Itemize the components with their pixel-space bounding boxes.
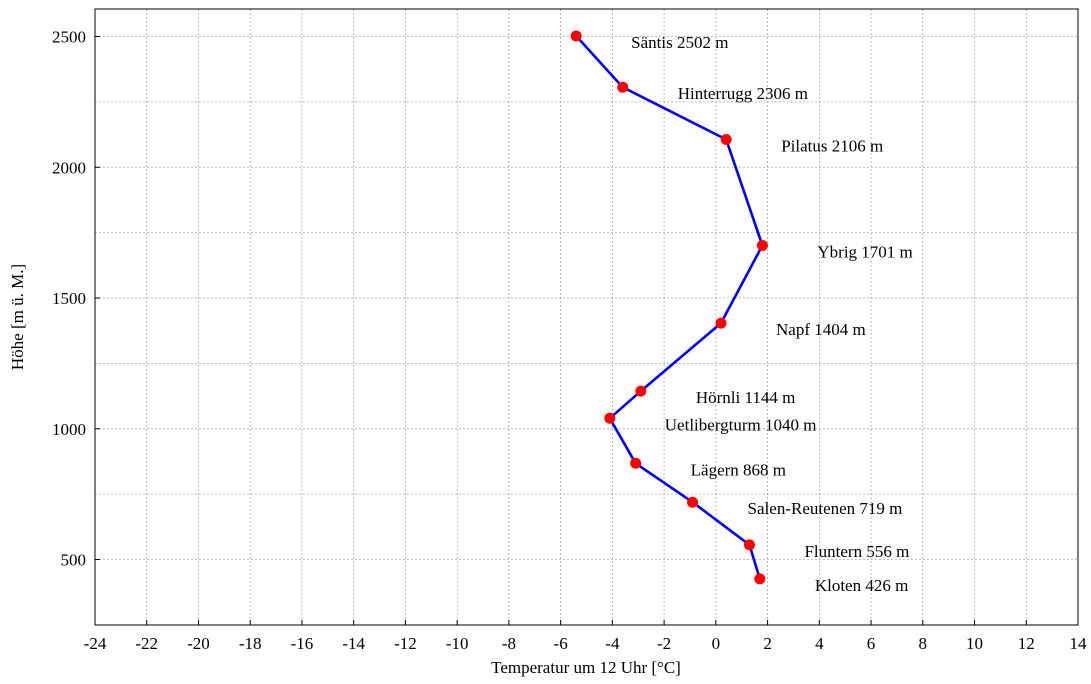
data-point	[617, 81, 629, 93]
data-point	[756, 239, 768, 251]
x-tick-label: 0	[712, 634, 721, 653]
x-tick-label: 8	[919, 634, 928, 653]
axis-ticks: -24 -22 -20 -18 -16 -14 -12 -10 -8 -6 -4 -2 0 2 4 6 8 10 1…	[52, 28, 1087, 654]
station-label: Pilatus 2106 m	[781, 137, 883, 156]
x-tick-label: 12	[1018, 634, 1035, 653]
station-label: Säntis 2502 m	[631, 33, 728, 52]
station-label: Ybrig 1701 m	[817, 242, 912, 261]
x-tick-label: -14	[342, 634, 365, 653]
data-point	[754, 573, 766, 585]
station-label: Salen-Reutenen 719 m	[748, 499, 903, 518]
data-point	[715, 317, 727, 329]
data-point	[630, 457, 642, 469]
data-point	[635, 385, 647, 397]
series-line	[575, 35, 764, 580]
x-tick-label: -24	[84, 634, 107, 653]
station-label: Uetlibergturm 1040 m	[665, 415, 817, 434]
y-tick-label: 500	[61, 551, 87, 570]
station-labels: Säntis 2502 m Hinterrugg 2306 m Pilatus 21…	[631, 33, 913, 595]
plot-frame	[94, 8, 1079, 626]
x-tick-label: 14	[1070, 634, 1088, 653]
x-tick-label: 6	[867, 634, 876, 653]
data-point	[604, 412, 616, 424]
x-tick-label: -16	[291, 634, 314, 653]
y-tick-label: 2500	[52, 28, 86, 47]
y-axis-label: Höhe [m ü. M.]	[8, 264, 27, 370]
station-label: Lägern 868 m	[691, 460, 786, 479]
y-tick-label: 2000	[52, 158, 86, 177]
x-tick-label: -12	[394, 634, 417, 653]
x-tick-label: -6	[554, 634, 568, 653]
x-tick-label: -8	[502, 634, 516, 653]
data-point	[743, 539, 755, 551]
x-tick-label: -2	[657, 634, 671, 653]
x-tick-label: 10	[966, 634, 983, 653]
x-axis-label: Temperatur um 12 Uhr [°C]	[491, 658, 681, 677]
data-point	[687, 496, 699, 508]
station-label: Hinterrugg 2306 m	[678, 84, 808, 103]
x-tick-label: -4	[605, 634, 620, 653]
x-tick-label: 2	[763, 634, 772, 653]
x-tick-label: 4	[815, 634, 824, 653]
station-label: Fluntern 556 m	[804, 542, 909, 561]
x-tick-label: -10	[446, 634, 469, 653]
y-tick-label: 1000	[52, 420, 86, 439]
data-point	[570, 30, 582, 42]
station-label: Napf 1404 m	[776, 320, 866, 339]
grid	[95, 9, 1078, 625]
x-tick-label: -18	[239, 634, 262, 653]
series	[570, 30, 768, 585]
station-label: Hörnli 1144 m	[696, 388, 795, 407]
x-tick-label: -22	[135, 634, 158, 653]
data-point	[720, 134, 732, 146]
y-tick-label: 1500	[52, 289, 86, 308]
station-label: Kloten 426 m	[815, 576, 909, 595]
x-tick-label: -20	[187, 634, 210, 653]
